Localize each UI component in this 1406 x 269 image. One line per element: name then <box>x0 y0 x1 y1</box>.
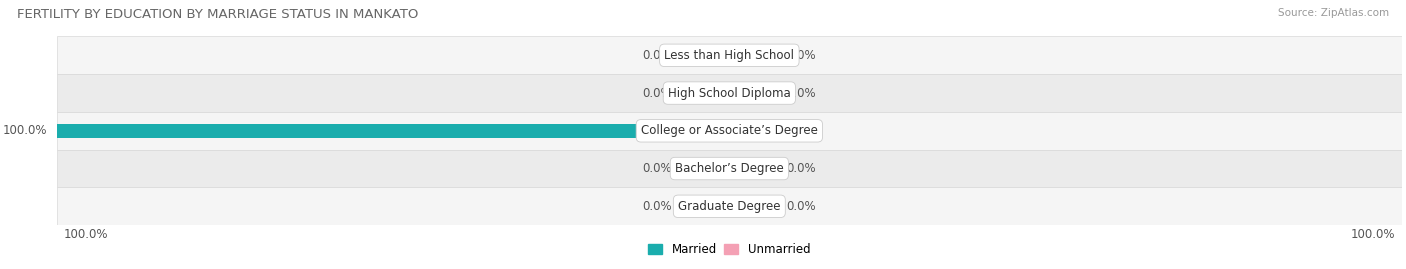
Text: 0.0%: 0.0% <box>643 162 672 175</box>
Text: Graduate Degree: Graduate Degree <box>678 200 780 213</box>
Text: 0.0%: 0.0% <box>643 87 672 100</box>
Text: College or Associate’s Degree: College or Associate’s Degree <box>641 124 818 137</box>
Bar <box>56 36 1402 74</box>
Bar <box>56 187 1402 225</box>
Bar <box>56 150 1402 187</box>
Text: 0.0%: 0.0% <box>786 124 815 137</box>
Bar <box>730 86 776 100</box>
Text: Source: ZipAtlas.com: Source: ZipAtlas.com <box>1278 8 1389 18</box>
Text: 0.0%: 0.0% <box>643 49 672 62</box>
Text: 0.0%: 0.0% <box>786 200 815 213</box>
Bar <box>56 74 1402 112</box>
Text: Bachelor’s Degree: Bachelor’s Degree <box>675 162 783 175</box>
Bar <box>730 48 776 62</box>
Text: 0.0%: 0.0% <box>786 162 815 175</box>
Bar <box>730 124 776 138</box>
Text: 0.0%: 0.0% <box>786 87 815 100</box>
Legend: Married, Unmarried: Married, Unmarried <box>644 238 815 261</box>
Text: 100.0%: 100.0% <box>3 124 46 137</box>
Text: Less than High School: Less than High School <box>665 49 794 62</box>
Bar <box>682 48 730 62</box>
Text: High School Diploma: High School Diploma <box>668 87 790 100</box>
Bar <box>682 199 730 214</box>
Bar <box>56 124 730 138</box>
Text: 0.0%: 0.0% <box>786 49 815 62</box>
Text: 0.0%: 0.0% <box>643 200 672 213</box>
Bar <box>56 112 1402 150</box>
Text: 100.0%: 100.0% <box>1351 228 1395 241</box>
Text: 100.0%: 100.0% <box>63 228 108 241</box>
Text: FERTILITY BY EDUCATION BY MARRIAGE STATUS IN MANKATO: FERTILITY BY EDUCATION BY MARRIAGE STATU… <box>17 8 418 21</box>
Bar <box>682 161 730 176</box>
Bar <box>730 199 776 214</box>
Bar <box>682 86 730 100</box>
Bar <box>730 161 776 176</box>
